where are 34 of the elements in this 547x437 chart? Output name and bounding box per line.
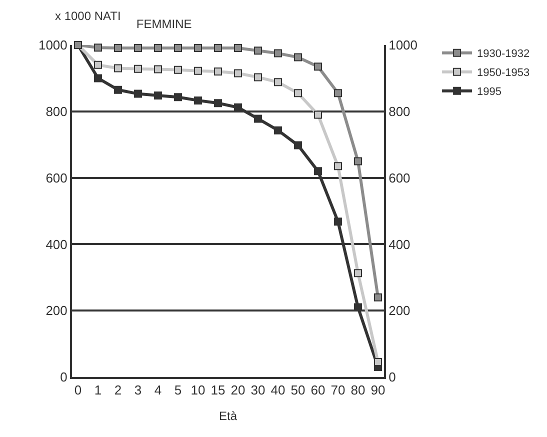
y-axis-title: x 1000 NATI	[55, 9, 121, 23]
y2-tick-label: 1000	[388, 38, 418, 53]
x-tick-label: 5	[174, 382, 182, 398]
x-tick-label: 90	[370, 382, 386, 398]
chart-title: FEMMINE	[136, 17, 192, 32]
x-tick-label: 60	[310, 382, 326, 398]
legend-label: 1995	[477, 86, 502, 98]
x-tick-label: 15	[210, 382, 226, 398]
y-tick-label: 1000	[38, 38, 68, 53]
x-axis-title: Età	[218, 409, 238, 423]
x-tick-label: 70	[330, 382, 346, 398]
y2-tick-label: 200	[388, 303, 410, 318]
x-tick-label: 80	[350, 382, 366, 398]
x-tick-label: 2	[114, 382, 122, 398]
y-tick-label: 400	[46, 236, 68, 252]
x-tick-label: 3	[134, 382, 142, 398]
y2-tick-label: 400	[388, 236, 410, 252]
y2-tick-label: 800	[388, 104, 410, 119]
legend-label: 1950-1953	[477, 67, 530, 80]
x-tick-label: 40	[270, 382, 286, 398]
y-tick-label: 600	[46, 170, 68, 186]
x-tick-label: 0	[74, 382, 82, 398]
x-tick-label: 20	[230, 382, 246, 398]
x-tick-label: 50	[290, 382, 306, 398]
x-tick-label: 4	[154, 382, 162, 398]
x-tick-label: 10	[190, 382, 206, 398]
x-tick-label: 30	[250, 382, 266, 398]
legend-label: 1930-1932	[477, 48, 530, 60]
y2-tick-label: 0	[388, 370, 396, 385]
y-tick-label: 200	[46, 303, 68, 318]
y-tick-label: 800	[46, 104, 68, 119]
y-tick-label: 0	[60, 370, 68, 385]
y2-tick-label: 600	[388, 170, 410, 186]
x-tick-label: 1	[94, 382, 102, 398]
